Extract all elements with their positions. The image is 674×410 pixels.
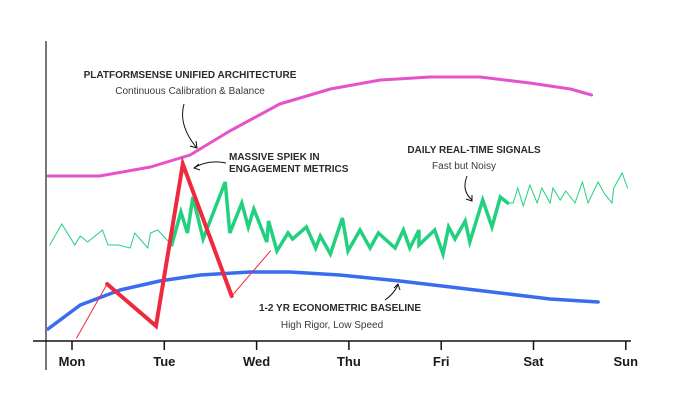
series-baseline — [46, 270, 600, 331]
series-unified — [46, 75, 594, 178]
series-daily-thin-left — [49, 223, 173, 250]
x-tick-label: Tue — [153, 354, 175, 369]
x-ticks: Mon Tue Wed Thu Fri Sat Sun — [59, 341, 638, 369]
x-tick-label: Mon — [59, 354, 86, 369]
x-tick-label: Sat — [523, 354, 544, 369]
spike-annotation-line1: MASSIVE SPIEK IN — [229, 152, 320, 163]
series-daily-thick — [169, 181, 510, 261]
x-tick-label: Thu — [337, 354, 361, 369]
baseline-arrow-icon — [384, 283, 401, 301]
baseline-annotation-subtitle: High Rigor, Low Speed — [281, 320, 383, 331]
x-tick-label: Sun — [614, 354, 639, 369]
unified-arrow-icon — [182, 103, 198, 149]
x-tick-label: Wed — [243, 354, 270, 369]
unified-annotation-subtitle: Continuous Calibration & Balance — [115, 86, 265, 97]
spike-annotation-line2: ENGAGEMENT METRICS — [229, 164, 349, 175]
spike-arrow-icon — [192, 161, 227, 171]
baseline-annotation-title: 1-2 YR ECONOMETRIC BASELINE — [259, 303, 421, 314]
series-daily-thin-right — [507, 171, 629, 208]
series-spike-thin-in — [76, 283, 108, 339]
x-tick-label: Fri — [433, 354, 450, 369]
daily-annotation-title: DAILY REAL-TIME SIGNALS — [407, 145, 541, 156]
daily-arrow-icon — [464, 175, 473, 202]
series-layer — [46, 75, 629, 339]
series-spike — [105, 156, 234, 330]
series-spike-thin-out — [231, 250, 271, 297]
unified-annotation-title: PLATFORMSENSE UNIFIED ARCHITECTURE — [84, 70, 297, 81]
daily-annotation-subtitle: Fast but Noisy — [432, 161, 496, 172]
